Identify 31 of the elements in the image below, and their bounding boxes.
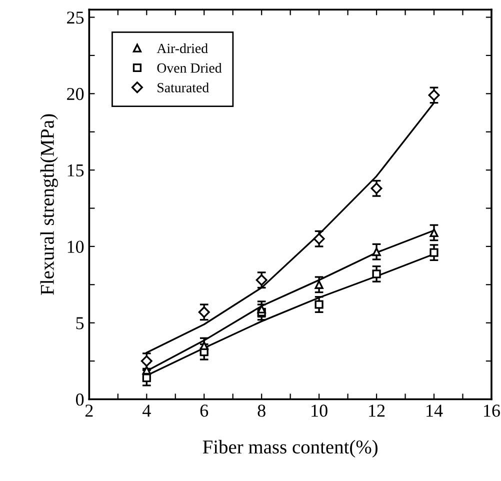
- x-tick-label: 14: [426, 404, 443, 417]
- point: [372, 270, 381, 278]
- x-tick-label: 4: [142, 404, 151, 417]
- y-tick-label: 20: [67, 88, 84, 100]
- legend-label: Saturated: [158, 82, 209, 92]
- point: [257, 304, 266, 314]
- x-tick-label: 6: [200, 404, 208, 417]
- y-tick-label: 10: [68, 240, 84, 253]
- x-tick-label: 2: [85, 404, 93, 417]
- legend-label: Air-dried: [156, 43, 208, 54]
- point: [372, 247, 381, 256]
- x-tick-label: 10: [312, 404, 328, 417]
- y-tick-label: 15: [68, 164, 84, 176]
- y-tick-label: 5: [76, 317, 84, 330]
- point: [370, 182, 382, 194]
- point: [430, 228, 438, 237]
- x-tick-label: 16: [484, 404, 500, 417]
- y-tick-label: 25: [67, 12, 84, 24]
- point: [198, 306, 210, 318]
- point: [313, 233, 325, 245]
- x-axis-title: Fiber mass content(%): [202, 440, 378, 458]
- point: [142, 374, 151, 382]
- x-tick-label: 12: [369, 404, 385, 417]
- y-tick-label: 0: [76, 393, 84, 406]
- point: [256, 274, 268, 286]
- x-tick-label: 8: [258, 404, 266, 417]
- point: [314, 300, 324, 309]
- point: [314, 280, 324, 289]
- point: [430, 248, 438, 257]
- legend-label: Oven Dried: [157, 62, 222, 73]
- y-axis-title: Flexural strength(MPa): [40, 114, 58, 295]
